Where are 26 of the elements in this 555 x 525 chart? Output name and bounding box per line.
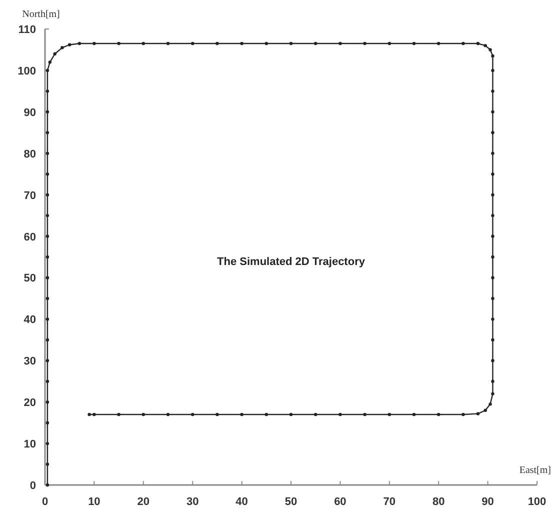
x-tick-label: 40 — [236, 496, 248, 508]
x-tick-label: 80 — [432, 496, 445, 508]
y-tick-label: 70 — [24, 190, 36, 202]
y-tick-label: 0 — [30, 480, 36, 492]
y-tick-label: 90 — [24, 106, 36, 119]
x-tick-label: 70 — [383, 496, 396, 508]
y-tick-label: 30 — [24, 356, 36, 368]
x-tick-label: 90 — [482, 496, 494, 508]
x-tick-label: 100 — [528, 496, 546, 508]
x-axis-title: East[m] — [519, 465, 551, 476]
x-tick-label: 0 — [42, 496, 48, 508]
x-tick-label: 10 — [88, 496, 100, 508]
y-tick-label: 20 — [24, 397, 36, 410]
text: The Simulated 2D Trajectory — [217, 256, 366, 268]
x-tick-label: 50 — [284, 496, 298, 508]
y-tick-label: 80 — [24, 148, 36, 160]
y-tick-label: 110 — [18, 24, 36, 36]
x-tick-label: 30 — [186, 496, 199, 508]
y-tick-label: 60 — [24, 231, 36, 244]
y-axis-title: North[m] — [22, 9, 60, 20]
x-tick-label: 60 — [334, 496, 346, 508]
y-tick-label: 50 — [24, 272, 36, 285]
y-tick-label: 10 — [24, 438, 36, 451]
y-tick-label: 100 — [18, 65, 36, 78]
y-tick-label: 40 — [24, 314, 36, 326]
x-tick-label: 20 — [137, 496, 150, 508]
